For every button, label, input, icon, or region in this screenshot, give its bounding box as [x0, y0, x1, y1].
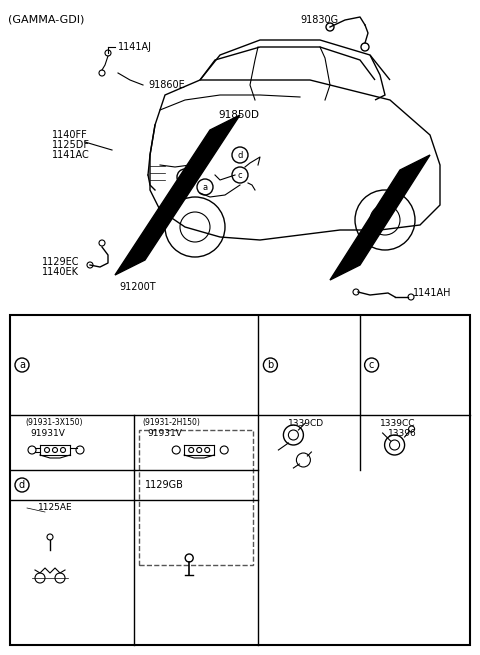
Text: 91200T: 91200T — [120, 282, 156, 292]
Text: 91931V: 91931V — [30, 428, 65, 438]
Text: 1125DF: 1125DF — [52, 140, 90, 150]
Polygon shape — [115, 115, 240, 275]
Text: 91931V: 91931V — [147, 428, 182, 438]
Text: 1141AC: 1141AC — [52, 150, 90, 160]
Text: b: b — [182, 172, 188, 181]
Text: 1141AJ: 1141AJ — [118, 42, 152, 52]
Text: 1141AH: 1141AH — [413, 288, 452, 298]
Text: 1140EK: 1140EK — [42, 267, 79, 277]
Text: 1129GB: 1129GB — [145, 480, 184, 490]
Text: 1140FF: 1140FF — [52, 130, 88, 140]
Text: 91860E: 91860E — [148, 80, 185, 90]
Text: 91830G: 91830G — [300, 15, 338, 25]
Text: 1125AE: 1125AE — [38, 504, 72, 512]
Text: (91931-2H150): (91931-2H150) — [142, 419, 200, 428]
Text: c: c — [369, 360, 374, 370]
Text: a: a — [203, 183, 207, 191]
Text: b: b — [267, 360, 274, 370]
Bar — [10, 315, 470, 645]
Text: 13396: 13396 — [388, 428, 416, 438]
Text: 1339CD: 1339CD — [288, 419, 324, 428]
Text: (GAMMA-GDI): (GAMMA-GDI) — [8, 15, 84, 25]
Polygon shape — [330, 155, 430, 280]
Text: 1129EC: 1129EC — [42, 257, 80, 267]
Text: (91931-3X150): (91931-3X150) — [25, 419, 83, 428]
Text: 1339CC: 1339CC — [380, 419, 415, 428]
Text: c: c — [238, 170, 242, 179]
Text: d: d — [237, 151, 243, 160]
Text: a: a — [19, 360, 25, 370]
Bar — [139, 430, 253, 565]
Text: d: d — [19, 480, 25, 490]
Text: 91850D: 91850D — [218, 110, 259, 120]
